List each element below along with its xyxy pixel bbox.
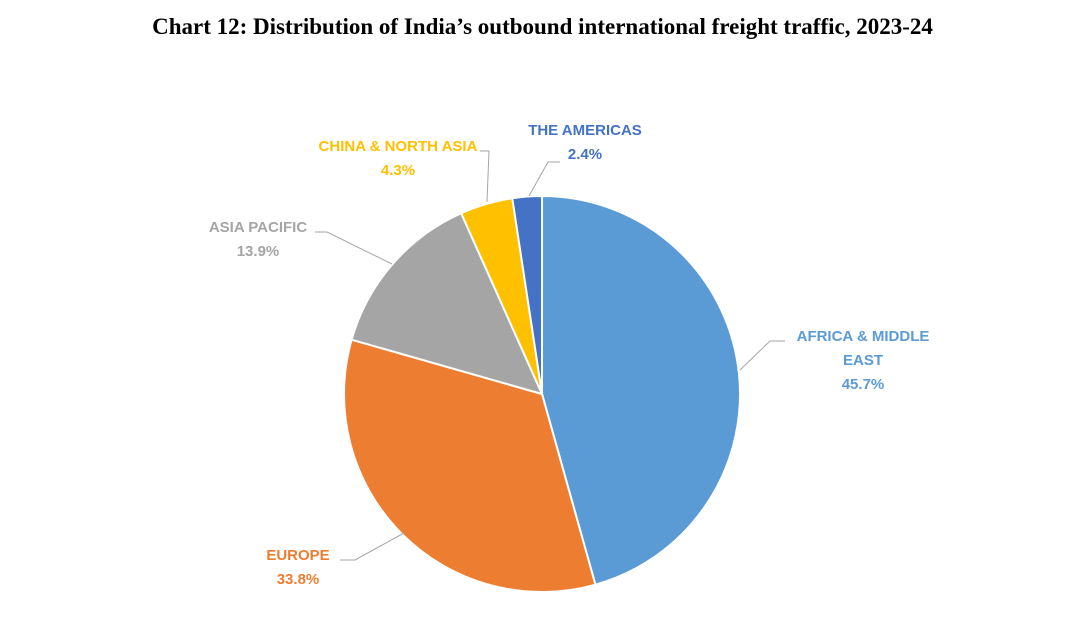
leader-lines xyxy=(315,150,785,561)
slice-value-label: 45.7% xyxy=(842,376,885,393)
slice-category-label: EAST xyxy=(843,352,883,369)
slice-value-label: 4.3% xyxy=(381,162,415,179)
pie-slices xyxy=(343,194,741,593)
pie-slice-europe xyxy=(343,338,597,593)
leader-line xyxy=(315,231,393,265)
slice-value-label: 13.9% xyxy=(237,243,280,260)
slice-category-label: CHINA & NORTH ASIA xyxy=(319,138,478,155)
leader-line xyxy=(528,161,560,197)
chart-title: Chart 12: Distribution of India’s outbou… xyxy=(152,14,933,39)
pie-slice-asia-pacific xyxy=(350,211,544,396)
pie-slice-the-americas xyxy=(511,194,543,395)
slice-category-label: EUROPE xyxy=(266,547,329,564)
data-labels: AFRICA & MIDDLE EAST 45.7% EUROPE 33.8% ASIA … xyxy=(209,122,930,588)
leader-line xyxy=(739,340,785,371)
leader-line xyxy=(480,150,490,203)
leader-line xyxy=(340,532,405,561)
slice-category-label: AFRICA & MIDDLE xyxy=(797,328,930,345)
slice-value-label: 2.4% xyxy=(568,146,602,163)
slice-category-label: ASIA PACIFIC xyxy=(209,219,308,236)
pie-slice-africa-middle-east xyxy=(541,194,741,586)
slice-value-label: 33.8% xyxy=(277,571,320,588)
slice-category-label: THE AMERICAS xyxy=(528,122,642,139)
